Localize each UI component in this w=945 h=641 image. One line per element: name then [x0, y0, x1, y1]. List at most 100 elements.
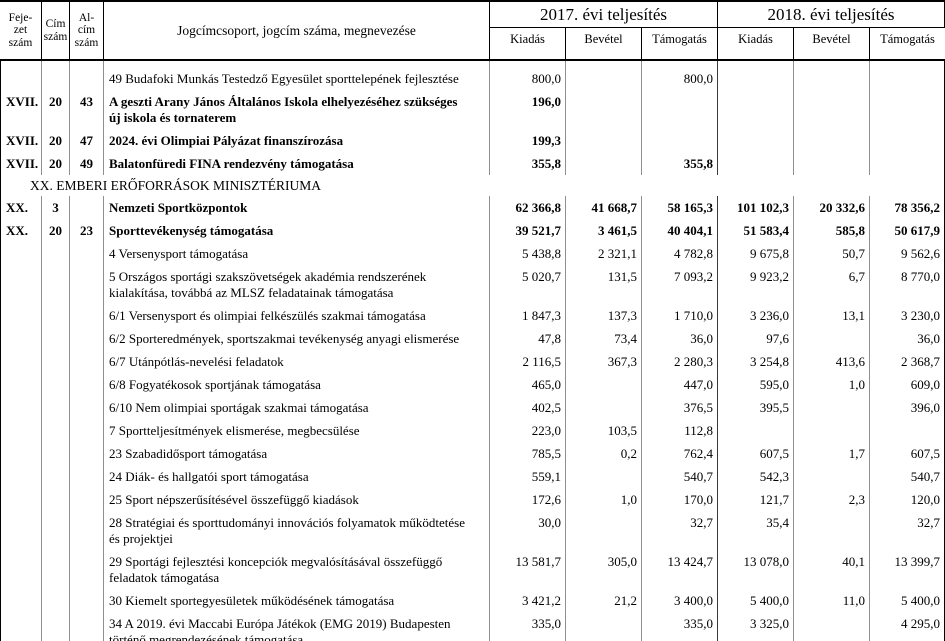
value-cell-2017-bevetel [566, 152, 642, 175]
value-cell-2018-tamogatas [870, 419, 945, 442]
column-header-2017-tamogatas: Támogatás [642, 28, 718, 59]
value-cell-2017-tamogatas [642, 129, 718, 152]
value-cell-2017-bevetel: 41 668,7 [566, 196, 642, 219]
value-cell-2018-bevetel: 50,7 [794, 242, 870, 265]
value-cell-2017-tamogatas: 376,5 [642, 396, 718, 419]
value-cell-2017-bevetel [566, 612, 642, 641]
value-cell-2017-kiadas: 402,5 [490, 396, 566, 419]
cim-szam-cell [42, 511, 70, 550]
jogcim-name-cell: Sporttevékenység támogatása [104, 219, 490, 242]
value-cell-2017-tamogatas: 4 782,8 [642, 242, 718, 265]
value-cell-2017-bevetel [566, 396, 642, 419]
value-cell-2018-bevetel [794, 90, 870, 129]
cim-szam-cell [42, 488, 70, 511]
cim-szam-cell [42, 589, 70, 612]
column-header-alcim-szam: Al- cím szám [70, 2, 104, 59]
jogcim-name-cell: 23 Szabadidősport támogatása [104, 442, 490, 465]
column-header-jogcimcsoport: Jogcímcsoport, jogcím száma, megnevezése [104, 2, 490, 59]
alcim-szam-cell [70, 304, 104, 327]
value-cell-2017-bevetel: 21,2 [566, 589, 642, 612]
jogcim-name-cell: 29 Sportági fejlesztési koncepciók megva… [104, 550, 490, 589]
alcim-szam-cell [70, 465, 104, 488]
cim-szam-cell [42, 265, 70, 304]
fejezet-szam-cell [0, 242, 42, 265]
value-cell-2018-kiadas: 13 078,0 [718, 550, 794, 589]
alcim-szam-cell [70, 419, 104, 442]
value-cell-2017-tamogatas: 1 710,0 [642, 304, 718, 327]
value-cell-2017-bevetel: 1,0 [566, 488, 642, 511]
value-cell-2018-kiadas [718, 129, 794, 152]
value-cell-2017-tamogatas: 13 424,7 [642, 550, 718, 589]
value-cell-2018-kiadas: 542,3 [718, 465, 794, 488]
value-cell-2018-tamogatas: 120,0 [870, 488, 945, 511]
fejezet-szam-cell [0, 265, 42, 304]
value-cell-2018-kiadas [718, 419, 794, 442]
value-cell-2018-bevetel: 11,0 [794, 589, 870, 612]
cim-szam-cell [42, 419, 70, 442]
fejezet-szam-cell [0, 327, 42, 350]
spacer-cell [42, 61, 70, 67]
spacer-cell [70, 61, 104, 67]
fejezet-szam-cell: XX. [0, 196, 42, 219]
value-cell-2017-kiadas: 39 521,7 [490, 219, 566, 242]
column-header-2017-kiadas: Kiadás [490, 28, 566, 59]
alcim-szam-cell [70, 327, 104, 350]
value-cell-2018-tamogatas: 2 368,7 [870, 350, 945, 373]
alcim-szam-cell [70, 612, 104, 641]
fejezet-szam-cell: XVII. [0, 152, 42, 175]
value-cell-2018-kiadas: 395,5 [718, 396, 794, 419]
value-cell-2018-bevetel: 1,0 [794, 373, 870, 396]
value-cell-2018-tamogatas: 13 399,7 [870, 550, 945, 589]
value-cell-2017-tamogatas: 2 280,3 [642, 350, 718, 373]
cim-szam-cell: 20 [42, 90, 70, 129]
section-heading-row: XX. EMBERI ERŐFORRÁSOK MINISZTÉRIUMA [0, 175, 945, 196]
value-cell-2018-tamogatas: 36,0 [870, 327, 945, 350]
value-cell-2017-kiadas: 199,3 [490, 129, 566, 152]
fejezet-szam-cell [0, 350, 42, 373]
value-cell-2018-kiadas: 3 325,0 [718, 612, 794, 641]
value-cell-2017-tamogatas: 540,7 [642, 465, 718, 488]
value-cell-2018-kiadas: 5 400,0 [718, 589, 794, 612]
column-header-fejezet-szam: Feje- zet szám [0, 2, 42, 59]
fejezet-szam-cell: XVII. [0, 90, 42, 129]
value-cell-2018-bevetel: 13,1 [794, 304, 870, 327]
value-cell-2017-bevetel [566, 373, 642, 396]
jogcim-name-cell: Nemzeti Sportközpontok [104, 196, 490, 219]
value-cell-2018-tamogatas: 607,5 [870, 442, 945, 465]
fejezet-szam-cell [0, 550, 42, 589]
fejezet-szam-cell [0, 419, 42, 442]
value-cell-2018-kiadas: 121,7 [718, 488, 794, 511]
alcim-szam-cell [70, 242, 104, 265]
value-cell-2018-bevetel [794, 465, 870, 488]
jogcim-name-cell: 28 Stratégiai és sporttudományi innováci… [104, 511, 490, 550]
value-cell-2018-bevetel [794, 419, 870, 442]
value-cell-2017-kiadas: 2 116,5 [490, 350, 566, 373]
value-cell-2017-tamogatas: 762,4 [642, 442, 718, 465]
value-cell-2018-tamogatas [870, 129, 945, 152]
cim-szam-cell [42, 373, 70, 396]
jogcim-name-cell: A geszti Arany János Általános Iskola el… [104, 90, 490, 129]
column-header-2017-bevetel: Bevétel [566, 28, 642, 59]
fejezet-szam-cell [0, 442, 42, 465]
fejezet-szam-cell: XX. [0, 219, 42, 242]
value-cell-2017-kiadas: 559,1 [490, 465, 566, 488]
alcim-szam-cell [70, 488, 104, 511]
value-cell-2018-kiadas: 51 583,4 [718, 219, 794, 242]
value-cell-2018-tamogatas: 5 400,0 [870, 589, 945, 612]
value-cell-2018-kiadas: 9 923,2 [718, 265, 794, 304]
value-cell-2018-kiadas: 9 675,8 [718, 242, 794, 265]
jogcim-name-cell: 49 Budafoki Munkás Testedző Egyesület sp… [104, 67, 490, 90]
column-group-2018-teljesites: 2018. évi teljesítés [718, 2, 945, 28]
fejezet-szam-cell [0, 465, 42, 488]
value-cell-2017-tamogatas: 112,8 [642, 419, 718, 442]
value-cell-2017-tamogatas: 32,7 [642, 511, 718, 550]
value-cell-2018-tamogatas: 609,0 [870, 373, 945, 396]
fejezet-szam-cell [0, 373, 42, 396]
jogcim-name-cell: 30 Kiemelt sportegyesületek működésének … [104, 589, 490, 612]
value-cell-2018-bevetel: 413,6 [794, 350, 870, 373]
fejezet-szam-cell [0, 488, 42, 511]
value-cell-2018-tamogatas: 8 770,0 [870, 265, 945, 304]
value-cell-2018-bevetel: 6,7 [794, 265, 870, 304]
jogcim-name-cell: Balatonfüredi FINA rendezvény támogatása [104, 152, 490, 175]
